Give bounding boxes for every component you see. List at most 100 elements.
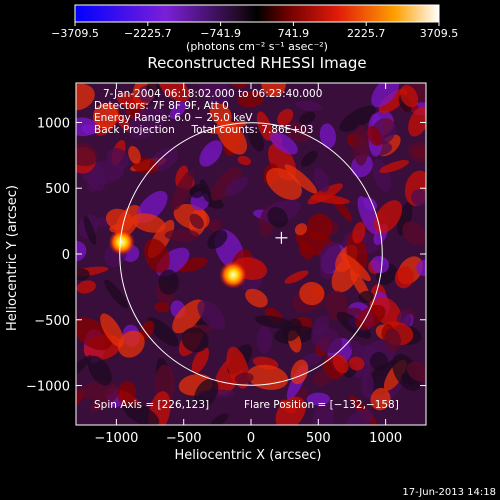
chart-title: Reconstructed RHESSI Image (147, 54, 366, 72)
noise-blob (312, 370, 331, 387)
colorbar-tick-label: −3709.5 (51, 27, 99, 40)
noise-blob (181, 327, 209, 353)
noise-blob (122, 401, 160, 425)
colorbar-tick-label: 3709.5 (420, 27, 459, 40)
noise-blob (245, 288, 268, 308)
noise-blob (210, 166, 242, 201)
noise-blob (267, 207, 288, 228)
noise-blob (298, 241, 314, 260)
noise-blob (370, 255, 390, 274)
y-tick-label: 1000 (37, 116, 70, 131)
x-tick-label: −500 (166, 431, 202, 446)
noise-blob (312, 399, 334, 425)
noise-blob (397, 201, 413, 236)
noise-blob (216, 119, 247, 155)
noise-blob (345, 408, 373, 425)
noise-blob (199, 83, 231, 104)
noise-blob (76, 268, 90, 281)
noise-blob (358, 290, 374, 303)
noise-blob (144, 238, 170, 273)
noise-blob (294, 223, 308, 236)
noise-blob (87, 169, 102, 193)
y-axis-label: Heliocentric Y (arcsec) (5, 185, 20, 331)
flare-position-label: Flare Position = [−132,−158] (244, 399, 399, 411)
noise-blob (83, 215, 97, 245)
x-axis-label: Heliocentric X (arcsec) (175, 448, 322, 463)
noise-blob (332, 354, 349, 374)
noise-blob (352, 222, 366, 244)
x-tick-label: −1000 (94, 431, 138, 446)
noise-blob (76, 355, 92, 383)
noise-blob (146, 83, 161, 96)
annotation-time: 7-Jan-2004 06:18:02.000 to 06:23:40.000 (103, 88, 322, 100)
noise-blob (348, 356, 365, 371)
noise-blob (284, 122, 311, 143)
noise-blob (210, 413, 229, 425)
noise-blob (89, 387, 120, 413)
noise-blob (104, 279, 128, 309)
colorbar-unit: (photons cm⁻² s⁻¹ asec⁻²) (186, 40, 328, 53)
timestamp: 17-Jun-2013 14:18 (402, 487, 496, 498)
noise-blob (225, 176, 249, 196)
noise-blob (256, 111, 273, 141)
noise-blob (406, 361, 426, 383)
noise-blob (100, 313, 125, 348)
x-tick-label: 0 (247, 431, 255, 446)
x-tick-label: 1000 (369, 431, 402, 446)
y-tick-label: 0 (62, 248, 70, 263)
noise-blob (117, 380, 136, 406)
noise-blob (371, 83, 400, 108)
noise-blob (416, 260, 426, 277)
noise-blob (399, 85, 419, 108)
noise-blob (411, 189, 426, 206)
noise-blob (357, 196, 379, 235)
noise-blob (248, 127, 265, 152)
noise-blob (194, 378, 219, 409)
noise-blob (76, 83, 95, 111)
noise-blob (189, 213, 204, 229)
noise-blob (234, 372, 254, 384)
noise-blob (139, 320, 155, 341)
flare-source (219, 260, 248, 289)
noise-blob (310, 194, 350, 205)
noise-blob (191, 347, 210, 374)
noise-blob (408, 106, 426, 137)
noise-blob (76, 117, 98, 137)
noise-blob (284, 164, 318, 194)
noise-blob (379, 160, 409, 174)
noise-blob (76, 142, 99, 167)
noise-blob (299, 281, 325, 306)
noise-blob (370, 387, 391, 411)
noise-blob (374, 200, 403, 234)
noise-blob (87, 355, 112, 386)
axis-ticks: −1000 −500 0 500 1000 1000 500 0 −500 −1000 (26, 83, 426, 446)
noise-blob (312, 315, 330, 336)
noise-blob (132, 213, 166, 233)
noise-blob (117, 330, 145, 358)
noise-blob (266, 167, 302, 200)
noise-blob (127, 106, 167, 139)
noise-blob (336, 311, 372, 339)
noise-blob (361, 372, 374, 398)
noise-blob (169, 101, 187, 120)
noise-blob (402, 221, 426, 246)
noise-blob (339, 105, 376, 132)
colorbar-tick-label: −741.9 (200, 27, 241, 40)
solar-limb-circle (119, 122, 383, 386)
noise-blob (116, 93, 144, 110)
noise-blob (261, 83, 286, 98)
noise-blob (164, 229, 200, 242)
noise-blob (340, 252, 371, 282)
image-area (76, 83, 426, 425)
noise-blob (247, 364, 289, 390)
noise-blob (352, 124, 369, 166)
colorbar-tick-label: 2225.7 (347, 27, 386, 40)
y-tick-label: −500 (34, 314, 70, 329)
noise-blob (157, 83, 190, 102)
annotation-block: 7-Jan-2004 06:18:02.000 to 06:23:40.000 … (94, 88, 322, 136)
noise-blob (177, 257, 208, 273)
noise-blob (208, 219, 222, 232)
noise-blob (207, 229, 228, 249)
noise-blob (300, 150, 318, 167)
colorbar-tick-label: 741.9 (278, 27, 310, 40)
